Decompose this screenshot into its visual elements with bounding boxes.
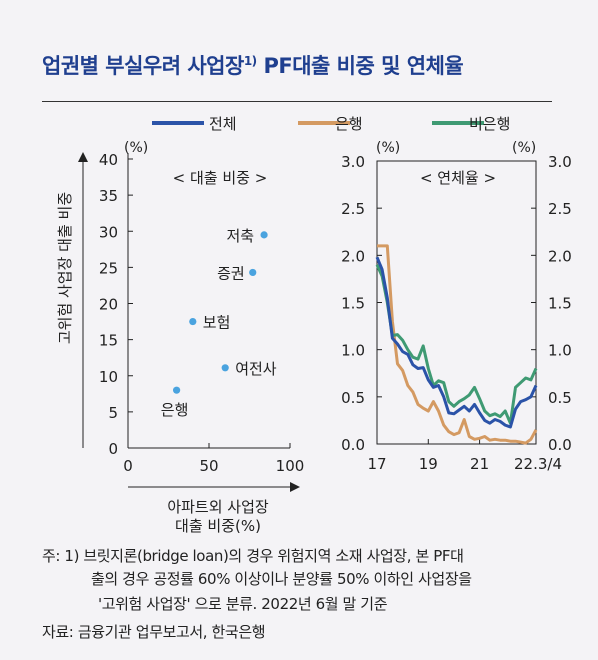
line-x-tick-label: 19	[419, 455, 438, 473]
line-y-tick-label-right: 1.0	[548, 342, 572, 360]
scatter-point-3	[189, 317, 197, 326]
scatter-y-tick-label: 20	[99, 296, 118, 314]
line-y-tick-label-left: 3.0	[341, 153, 365, 171]
line-x-tick-label: 21	[470, 455, 489, 473]
line-series-3	[375, 264, 538, 425]
line-y-tick-label-left: 2.0	[341, 247, 365, 265]
scatter-x-label-2: 대출 비중(%)	[175, 517, 261, 535]
footnote-line-2: 출의 경우 공정률 60% 이상이나 분양률 50% 이하인 사업장을	[91, 570, 472, 588]
line-y-tick-label-right: 2.5	[548, 200, 572, 218]
scatter-point-4	[221, 364, 229, 372]
scatter-point-1	[260, 231, 268, 239]
source-note: 자료: 금융기관 업무보고서, 한국은행	[42, 623, 266, 641]
scatter-x-tick-label: 50	[199, 457, 218, 475]
legend-label-2: 은행	[335, 115, 363, 133]
line-x-tick-label: 17	[367, 455, 386, 473]
line-series-2	[377, 244, 538, 445]
scatter-title: < 대출 비중 >	[173, 169, 268, 187]
title-divider	[42, 101, 552, 102]
scatter-x-tick-label: 0	[123, 457, 133, 475]
scatter-x-tick-label: 100	[276, 457, 305, 475]
scatter-point-2	[249, 268, 257, 277]
scatter-point-5	[173, 386, 181, 394]
y-arrow-head	[78, 152, 88, 162]
scatter-y-tick-label: 15	[99, 332, 118, 350]
line-y-tick-label-right: 2.0	[548, 247, 572, 265]
scatter-y-tick-label: 10	[99, 368, 118, 386]
scatter-x-label-1: 아파트외 사업장	[167, 498, 269, 516]
line-y-tick-label-right: 0.0	[548, 436, 572, 454]
footnote-line-3: '고위험 사업장' 으로 분류. 2022년 6월 말 기준	[98, 595, 388, 613]
line-title: < 연체율 >	[420, 169, 496, 187]
scatter-y-tick-label: 35	[99, 187, 118, 205]
footnote-line-1: 주: 1) 브릿지론(bridge loan)의 경우 위험지역 소재 사업장,…	[42, 547, 464, 565]
scatter-unit-label: (%)	[124, 140, 148, 156]
line-y-tick-label-left: 1.5	[341, 295, 365, 313]
legend-label-1: 전체	[209, 115, 237, 133]
scatter-point-label-3: 보험	[203, 314, 231, 332]
scatter-y-tick-label: 5	[108, 404, 118, 422]
line-unit-label-right: (%)	[512, 140, 536, 156]
line-y-tick-label-left: 0.5	[341, 389, 365, 407]
scatter-y-tick-label: 40	[99, 151, 118, 169]
scatter-y-label: 고위험 사업장 대출 비중	[56, 192, 74, 344]
scatter-point-label-4: 여전사	[235, 360, 277, 378]
scatter-y-tick-label: 0	[108, 440, 118, 458]
line-y-tick-label-left: 1.0	[341, 342, 365, 360]
line-y-tick-label-right: 1.5	[548, 295, 572, 313]
line-series-1	[375, 256, 538, 429]
scatter-point-label-2: 증권	[217, 264, 245, 282]
legend-label-3: 비은행	[469, 115, 510, 133]
scatter-point-label-5: 은행	[161, 401, 189, 419]
x-arrow-head	[290, 482, 300, 492]
scatter-y-tick-label: 30	[99, 223, 118, 241]
line-y-tick-label-left: 2.5	[341, 200, 365, 218]
scatter-point-label-1: 저축	[226, 227, 254, 245]
line-y-tick-label-right: 0.5	[548, 389, 572, 407]
line-x-tick-label: 22.3/4	[514, 455, 562, 473]
line-y-tick-label-right: 3.0	[548, 153, 572, 171]
line-y-tick-label-left: 0.0	[341, 436, 365, 454]
page-title: 업권별 부실우려 사업장1) PF대출 비중 및 연체율	[42, 54, 464, 78]
line-unit-label-left: (%)	[376, 140, 400, 156]
scatter-y-tick-label: 25	[99, 259, 118, 277]
